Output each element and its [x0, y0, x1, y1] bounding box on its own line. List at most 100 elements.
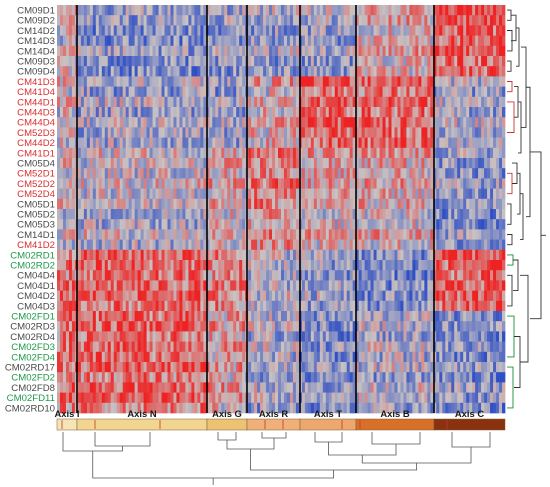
heatmap-cell	[376, 107, 380, 118]
heatmap-cell	[382, 25, 386, 36]
heatmap-cell	[460, 168, 464, 179]
heatmap-cell	[275, 66, 279, 77]
heatmap-cell	[373, 45, 377, 57]
heatmap-cell	[352, 249, 357, 261]
heatmap-cell	[460, 117, 464, 128]
heatmap-cell	[266, 107, 270, 118]
heatmap-cell	[281, 158, 285, 169]
heatmap-cell	[251, 5, 255, 16]
heatmap-cell	[442, 311, 446, 322]
heatmap-cell	[289, 260, 294, 271]
heatmap-cell	[128, 249, 133, 261]
heatmap-cell	[194, 66, 198, 77]
heatmap-cell	[469, 137, 473, 149]
heatmap-cell	[415, 229, 419, 240]
heatmap-cell	[71, 290, 76, 302]
heatmap-cell	[463, 229, 467, 240]
heatmap-cell	[373, 158, 377, 169]
heatmap-cell	[71, 209, 76, 220]
heatmap-cell	[122, 76, 127, 87]
heatmap-cell	[269, 168, 273, 179]
heatmap-cell	[355, 260, 360, 271]
heatmap-cell	[397, 198, 401, 210]
heatmap-cell	[116, 168, 121, 179]
heatmap-cell	[71, 280, 76, 291]
heatmap-cell	[325, 300, 330, 312]
heatmap-cell	[454, 35, 458, 47]
heatmap-cell	[478, 5, 482, 16]
heatmap-cell	[301, 107, 306, 118]
heatmap-cell	[230, 35, 234, 47]
heatmap-cell	[376, 219, 380, 230]
heatmap-cell	[385, 158, 389, 169]
heatmap-cell	[200, 300, 204, 312]
heatmap-cell	[403, 25, 407, 36]
heatmap-cell	[260, 290, 264, 302]
heatmap-cell	[283, 280, 288, 291]
heatmap-cell	[230, 107, 234, 118]
heatmap-cell	[439, 15, 443, 26]
heatmap-cell	[164, 5, 168, 16]
heatmap-cell	[376, 96, 380, 108]
heatmap-cell	[95, 15, 100, 26]
heatmap-cell	[143, 66, 147, 77]
heatmap-cell	[373, 280, 377, 291]
heatmap-cell	[370, 249, 374, 261]
heatmap-cell	[313, 290, 318, 302]
heatmap-cell	[155, 127, 159, 138]
heatmap-cell	[364, 321, 368, 332]
heatmap-cell	[77, 15, 82, 26]
heatmap-cell	[457, 209, 461, 220]
heatmap-cell	[424, 168, 428, 179]
heatmap-cell	[146, 290, 150, 302]
heatmap-cell	[89, 219, 94, 230]
heatmap-cell	[481, 260, 485, 271]
heatmap-cell	[95, 137, 100, 149]
heatmap-cell	[379, 86, 383, 98]
heatmap-cell	[236, 117, 240, 128]
heatmap-cell	[224, 158, 228, 169]
heatmap-cell	[328, 280, 333, 291]
heatmap-cell	[361, 35, 365, 47]
heatmap-cell	[367, 35, 371, 47]
heatmap-cell	[400, 96, 404, 108]
heatmap-cell	[433, 45, 437, 57]
heatmap-cell	[454, 188, 458, 200]
heatmap-cell	[478, 331, 482, 342]
heatmap-cell	[131, 5, 136, 16]
heatmap-cell	[352, 158, 357, 169]
heatmap-cell	[499, 66, 503, 77]
heatmap-cell	[188, 239, 192, 251]
heatmap-cell	[427, 127, 431, 138]
heatmap-cell	[451, 147, 455, 159]
heatmap-cell	[125, 239, 130, 251]
heatmap-cell	[116, 300, 121, 312]
heatmap-cell	[310, 35, 315, 47]
heatmap-cell	[457, 219, 461, 230]
heatmap-cell	[161, 147, 165, 159]
heatmap-cell	[388, 56, 392, 67]
heatmap-cell	[451, 168, 455, 179]
heatmap-cell	[278, 321, 282, 332]
heatmap-cell	[409, 331, 413, 342]
heatmap-cell	[155, 321, 159, 332]
heatmap-cell	[481, 229, 485, 240]
heatmap-cell	[478, 15, 482, 26]
heatmap-cell	[95, 107, 100, 118]
heatmap-cell	[487, 331, 491, 342]
heatmap-cell	[242, 76, 246, 87]
heatmap-cell	[502, 229, 506, 240]
heatmap-cell	[122, 219, 127, 230]
heatmap-cell	[403, 209, 407, 220]
heatmap-cell	[322, 137, 327, 149]
heatmap-cell	[173, 249, 177, 261]
heatmap-cell	[125, 178, 130, 189]
heatmap-cell	[197, 76, 201, 87]
heatmap-cell	[161, 158, 165, 169]
heatmap-cell	[466, 300, 470, 312]
heatmap-cell	[415, 86, 419, 98]
heatmap-cell	[367, 300, 371, 312]
heatmap-cell	[191, 300, 195, 312]
heatmap-grid	[57, 5, 506, 414]
heatmap-cell	[367, 56, 371, 67]
